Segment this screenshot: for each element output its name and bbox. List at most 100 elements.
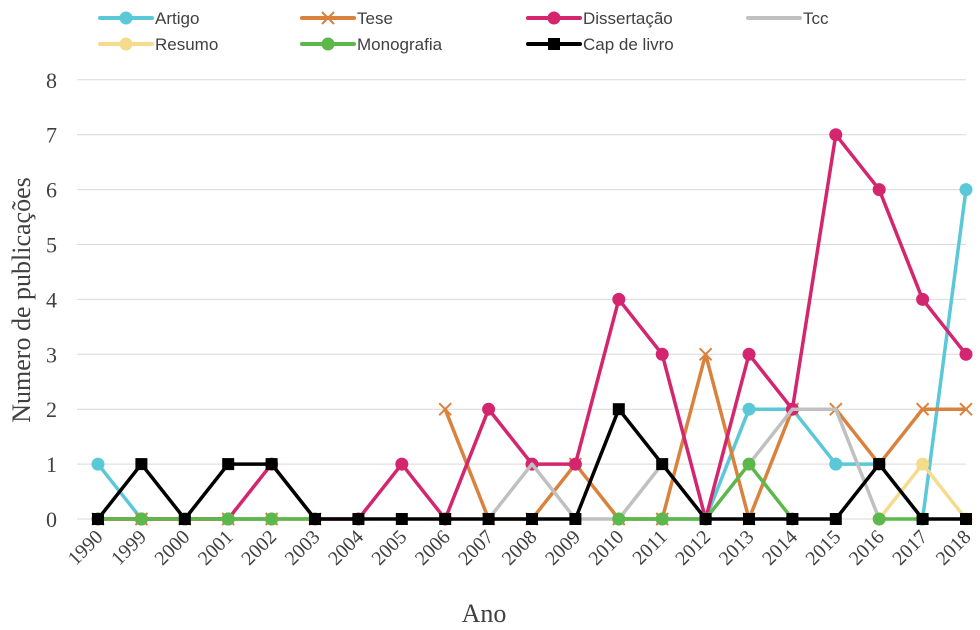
point-tese xyxy=(915,402,930,416)
point-cap-de-livro xyxy=(439,513,452,525)
point-cap-de-livro xyxy=(916,513,929,525)
legend-label: Tese xyxy=(357,9,393,28)
series-cap-de-livro xyxy=(92,403,972,525)
y-tick-label: 5 xyxy=(46,233,57,258)
point-tese xyxy=(959,402,973,416)
legend-label: Cap de livro xyxy=(583,35,674,54)
legend-item-tcc: Tcc xyxy=(746,9,829,28)
point-tese-stroke-b xyxy=(698,347,713,362)
legend-marker-tese xyxy=(321,11,335,25)
point-disserta-o xyxy=(482,402,496,416)
x-tick-label: 2005 xyxy=(367,526,411,570)
y-tick-label: 2 xyxy=(46,397,57,422)
point-artigo xyxy=(959,183,973,197)
x-tick-label: 2016 xyxy=(845,526,889,570)
x-tick-label: 1999 xyxy=(107,526,151,570)
x-tick-label: 2007 xyxy=(454,526,498,570)
y-tick-labels: 0 1 2 3 4 5 6 7 8 xyxy=(46,68,57,532)
legend-label: Tcc xyxy=(803,9,829,28)
point-cap-de-livro xyxy=(395,513,408,525)
x-tick-label: 2009 xyxy=(541,526,585,570)
point-artigo xyxy=(829,457,843,471)
legend-marker-tese-stroke-b xyxy=(321,11,335,25)
legend: Artigo Tese Dissertação Tcc Resumo Monografia… xyxy=(98,9,829,54)
point-disserta-o xyxy=(395,457,409,471)
point-cap-de-livro xyxy=(612,403,625,416)
point-cap-de-livro xyxy=(829,513,842,525)
point-monografia xyxy=(872,512,886,526)
legend-marker-monografia xyxy=(321,37,335,51)
point-artigo xyxy=(91,457,105,471)
x-tick-label: 2006 xyxy=(411,526,455,570)
legend-marker-disserta-o xyxy=(547,11,561,25)
x-tick-label: 2014 xyxy=(758,526,802,570)
point-cap-de-livro xyxy=(873,458,886,471)
point-artigo xyxy=(742,402,756,416)
x-tick-label: 2017 xyxy=(888,526,932,570)
x-tick-label: 2001 xyxy=(194,526,238,570)
x-tick-label: 2015 xyxy=(801,526,845,570)
x-tick-label: 2002 xyxy=(237,526,281,570)
point-resumo xyxy=(916,457,930,471)
x-tick-label: 2008 xyxy=(498,526,542,570)
x-tick-label: 2011 xyxy=(628,526,671,569)
x-tick-label: 2012 xyxy=(671,526,715,570)
point-tese-stroke-b xyxy=(438,402,452,416)
x-tick-label: 2003 xyxy=(281,526,325,570)
legend-item-monografia: Monografia xyxy=(300,35,443,54)
point-cap-de-livro xyxy=(178,513,191,525)
point-disserta-o xyxy=(829,128,843,142)
point-disserta-o xyxy=(655,347,669,361)
legend-marker-cap-de-livro xyxy=(548,38,560,50)
y-tick-label: 6 xyxy=(46,178,57,203)
legend-item-cap-de-livro: Cap de livro xyxy=(526,35,674,54)
legend-label: Dissertação xyxy=(583,9,673,28)
point-monografia xyxy=(265,512,279,526)
point-disserta-o xyxy=(612,292,626,306)
point-cap-de-livro xyxy=(309,513,321,525)
legend-marker-artigo xyxy=(119,11,133,25)
point-disserta-o xyxy=(872,183,886,197)
y-tick-label: 4 xyxy=(46,287,57,312)
y-axis-title: Numero de publicações xyxy=(7,177,36,422)
point-cap-de-livro xyxy=(352,513,365,525)
x-axis-title: Ano xyxy=(462,599,507,628)
x-tick-label: 1990 xyxy=(64,526,108,570)
series-line-artigo xyxy=(96,462,274,521)
point-cap-de-livro xyxy=(92,513,104,525)
x-tick-label: 2004 xyxy=(324,526,368,570)
point-cap-de-livro xyxy=(482,513,495,525)
legend-item-artigo: Artigo xyxy=(98,9,199,28)
point-monografia xyxy=(134,512,148,526)
point-monografia xyxy=(655,512,669,526)
point-disserta-o xyxy=(916,292,930,306)
point-cap-de-livro xyxy=(743,513,755,525)
point-cap-de-livro xyxy=(960,513,972,525)
legend-label: Artigo xyxy=(155,9,199,28)
x-tick-label: 2010 xyxy=(584,526,628,570)
y-tick-label: 0 xyxy=(46,507,57,532)
point-cap-de-livro xyxy=(656,458,669,471)
point-monografia xyxy=(612,512,626,526)
point-disserta-o xyxy=(742,347,756,361)
point-disserta-o xyxy=(959,347,973,361)
y-tick-label: 1 xyxy=(46,452,57,477)
point-cap-de-livro xyxy=(526,513,538,525)
legend-item-tese: Tese xyxy=(300,9,393,28)
y-tick-label: 3 xyxy=(46,342,57,367)
y-tick-label: 8 xyxy=(46,68,57,93)
series-layer xyxy=(91,128,973,526)
point-tese xyxy=(698,347,713,362)
point-tese xyxy=(438,402,452,416)
legend-marker-resumo xyxy=(119,37,133,51)
point-cap-de-livro xyxy=(135,458,148,471)
x-tick-label: 2000 xyxy=(150,526,194,570)
legend-label: Resumo xyxy=(155,35,218,54)
point-cap-de-livro xyxy=(569,513,582,525)
point-cap-de-livro xyxy=(699,513,712,525)
point-monografia xyxy=(221,512,235,526)
point-monografia xyxy=(742,457,756,471)
legend-item-disserta-o: Dissertação xyxy=(526,9,673,28)
series-line-tese xyxy=(443,352,968,521)
